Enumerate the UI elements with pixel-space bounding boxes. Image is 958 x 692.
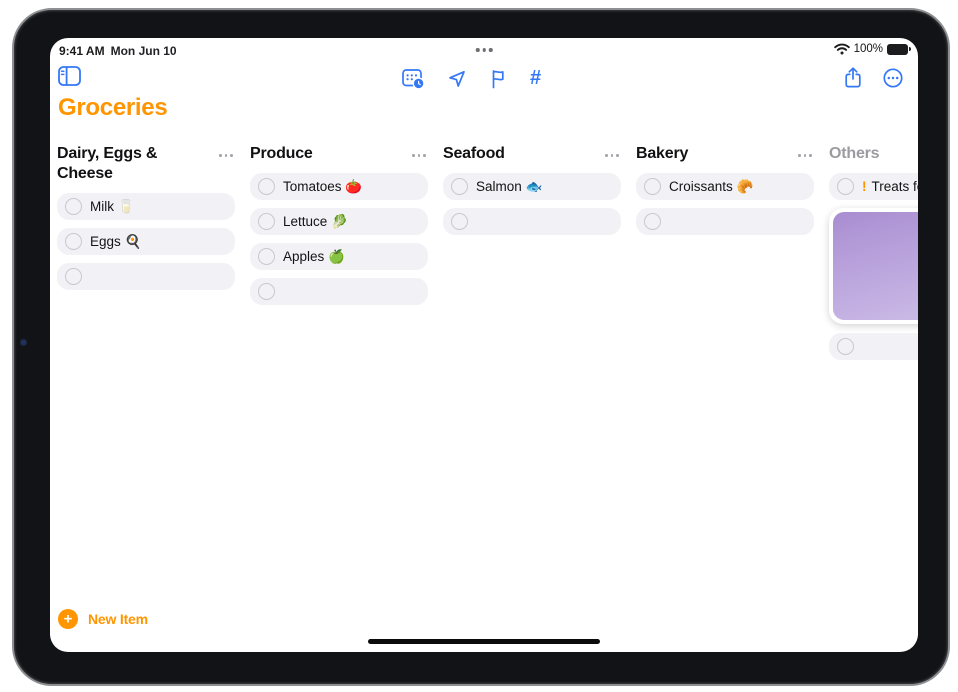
- reminder-item-tomatoes[interactable]: Tomatoes 🍅: [250, 173, 428, 200]
- column-menu-icon[interactable]: [410, 152, 428, 159]
- multitasking-indicator-icon[interactable]: [475, 48, 493, 52]
- checkbox-circle[interactable]: [258, 283, 275, 300]
- column-seafood: Seafood Salmon 🐟: [443, 144, 621, 243]
- flag-toolbar-button[interactable]: [490, 69, 507, 89]
- status-bar-left: 9:41 AM Mon Jun 10: [59, 44, 177, 58]
- checkbox-circle[interactable]: [65, 198, 82, 215]
- reminder-item-apples[interactable]: Apples 🍏: [250, 243, 428, 270]
- column-others: Others ! Treats for t: [829, 144, 918, 368]
- checkbox-circle[interactable]: [65, 268, 82, 285]
- list-title: Groceries: [58, 94, 168, 121]
- share-button[interactable]: [843, 66, 863, 89]
- column-title: Produce: [250, 145, 313, 162]
- reminder-label: Tomatoes 🍅: [283, 178, 363, 194]
- column-menu-icon[interactable]: [217, 152, 235, 159]
- column-dairy-eggs-cheese: Dairy, Eggs & Cheese Milk 🥛 Eggs 🍳: [57, 144, 235, 298]
- reminder-attachment-photo[interactable]: [829, 208, 918, 324]
- ipad-device-frame: 9:41 AM Mon Jun 10 100%: [12, 8, 950, 686]
- checkbox-circle[interactable]: [258, 248, 275, 265]
- column-header: Others: [829, 144, 918, 164]
- reminder-item-eggs[interactable]: Eggs 🍳: [57, 228, 235, 255]
- circled-ellipsis-icon: [883, 67, 903, 88]
- reminders-app-screen: 9:41 AM Mon Jun 10 100%: [50, 38, 918, 652]
- column-title: Bakery: [636, 145, 689, 162]
- column-title: Seafood: [443, 145, 505, 162]
- toolbar-center: [402, 68, 541, 90]
- reminder-item-milk[interactable]: Milk 🥛: [57, 193, 235, 220]
- home-indicator[interactable]: [368, 639, 600, 644]
- battery-icon: [887, 43, 911, 55]
- calendar-with-badge-icon: [402, 69, 425, 90]
- column-produce: Produce Tomatoes 🍅 Lettuce 🥬 Apples 🍏: [250, 144, 428, 313]
- column-header: Seafood: [443, 144, 621, 164]
- priority-exclamation: !: [862, 179, 867, 194]
- checkbox-circle[interactable]: [644, 213, 661, 230]
- reminder-label: Lettuce 🥬: [283, 213, 348, 229]
- reminder-item-empty[interactable]: [57, 263, 235, 290]
- status-bar-right: 100%: [833, 43, 911, 55]
- checkbox-circle[interactable]: [451, 178, 468, 195]
- reminder-item-croissants[interactable]: Croissants 🥐: [636, 173, 814, 200]
- column-menu-icon[interactable]: [603, 152, 621, 159]
- share-icon: [845, 67, 861, 88]
- groceries-board: Dairy, Eggs & Cheese Milk 🥛 Eggs 🍳: [57, 144, 918, 368]
- toolbar-right: [843, 66, 904, 89]
- new-item-label: New Item: [88, 611, 148, 627]
- date-toolbar-button[interactable]: [402, 68, 425, 90]
- reminder-label: Apples 🍏: [283, 248, 345, 264]
- column-menu-icon[interactable]: [796, 152, 814, 159]
- reminder-label: Croissants 🥐: [669, 178, 754, 194]
- wifi-icon: [833, 43, 850, 55]
- location-toolbar-button[interactable]: [447, 69, 467, 89]
- reminder-label: Treats for t: [871, 179, 919, 194]
- column-bakery: Bakery Croissants 🥐: [636, 144, 814, 243]
- reminder-label: Salmon 🐟: [476, 178, 543, 194]
- sidebar-toggle-button[interactable]: [58, 66, 81, 86]
- reminder-item-empty[interactable]: [250, 278, 428, 305]
- reminder-label: Milk 🥛: [90, 198, 135, 214]
- more-options-button[interactable]: [882, 67, 904, 89]
- reminder-item-empty[interactable]: [829, 333, 918, 360]
- flag-outline-icon: [492, 69, 504, 88]
- hashtag-icon: [530, 68, 541, 88]
- reminder-item-lettuce[interactable]: Lettuce 🥬: [250, 208, 428, 235]
- reminder-item-treats[interactable]: ! Treats for t: [829, 173, 918, 200]
- column-title: Dairy, Eggs & Cheese: [57, 145, 158, 182]
- checkbox-circle[interactable]: [258, 178, 275, 195]
- reminder-item-salmon[interactable]: Salmon 🐟: [443, 173, 621, 200]
- new-item-button[interactable]: New Item: [58, 609, 148, 629]
- battery-percent: 100%: [853, 43, 883, 55]
- checkbox-circle[interactable]: [837, 178, 854, 195]
- checkbox-circle[interactable]: [451, 213, 468, 230]
- checkbox-circle[interactable]: [258, 213, 275, 230]
- column-header: Dairy, Eggs & Cheese: [57, 144, 235, 184]
- reminder-item-empty[interactable]: [636, 208, 814, 235]
- clock-time: 9:41 AM: [59, 44, 105, 58]
- reminder-label: Eggs 🍳: [90, 233, 142, 249]
- send-arrow-icon: [449, 70, 465, 87]
- tag-toolbar-button[interactable]: [530, 69, 541, 89]
- popsicle-photo: [833, 212, 918, 320]
- plus-icon: [58, 609, 78, 629]
- column-header: Produce: [250, 144, 428, 164]
- column-title: Others: [829, 145, 880, 162]
- sidebar-panel-icon: [58, 66, 81, 86]
- checkbox-circle[interactable]: [837, 338, 854, 355]
- column-header: Bakery: [636, 144, 814, 164]
- reminder-item-empty[interactable]: [443, 208, 621, 235]
- checkbox-circle[interactable]: [65, 233, 82, 250]
- checkbox-circle[interactable]: [644, 178, 661, 195]
- front-camera: [21, 340, 26, 345]
- status-date: Mon Jun 10: [110, 44, 177, 58]
